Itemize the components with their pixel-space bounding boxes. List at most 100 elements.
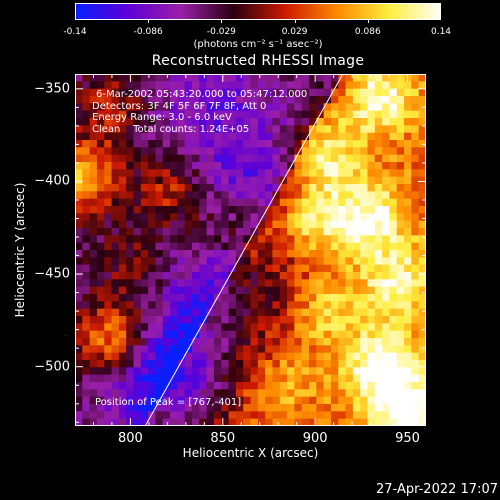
- heatmap-cell: [287, 360, 295, 368]
- heatmap-cell: [338, 308, 347, 317]
- heatmap-cell: [148, 374, 157, 383]
- heatmap-cell: [162, 169, 171, 178]
- heatmap-cell: [404, 272, 412, 280]
- heatmap-cell: [330, 169, 339, 178]
- heatmap-cell: [221, 345, 230, 354]
- heatmap-cell: [294, 228, 303, 236]
- heatmap-cell: [133, 81, 142, 90]
- heatmap-cell: [418, 404, 426, 412]
- heatmap-cell: [338, 250, 347, 258]
- heatmap-cell: [301, 367, 310, 376]
- heatmap-cell: [118, 198, 127, 207]
- heatmap-cell: [75, 176, 83, 185]
- heatmap-cell: [206, 235, 215, 244]
- heatmap-cell: [96, 242, 105, 251]
- heatmap-cell: [140, 169, 149, 178]
- heatmap-cell: [323, 206, 332, 214]
- heatmap-cell: [89, 374, 98, 383]
- heatmap-cell: [177, 323, 186, 332]
- heatmap-cell: [265, 88, 274, 97]
- heatmap-cell: [309, 308, 317, 317]
- heatmap-cell: [118, 169, 127, 178]
- heatmap-cell: [250, 103, 259, 112]
- heatmap-cell: [199, 132, 208, 141]
- heatmap-cell: [396, 242, 405, 251]
- heatmap-cell: [170, 272, 178, 280]
- heatmap-cell: [140, 162, 149, 170]
- heatmap-cell: [396, 118, 405, 126]
- heatmap-cell: [199, 242, 208, 251]
- heatmap-cell: [272, 389, 281, 398]
- heatmap-cell: [411, 103, 420, 112]
- heatmap-cell: [360, 330, 369, 339]
- heatmap-cell: [170, 242, 178, 251]
- heatmap-cell: [367, 125, 376, 134]
- heatmap-cell: [228, 184, 237, 192]
- heatmap-cell: [170, 235, 178, 244]
- heatmap-cell: [279, 206, 288, 214]
- heatmap-cell: [199, 404, 208, 412]
- heatmap-cell: [404, 125, 412, 134]
- heatmap-cell: [279, 264, 288, 273]
- heatmap-cell: [301, 411, 310, 420]
- heatmap-cell: [316, 396, 325, 405]
- heatmap-cell: [243, 360, 252, 368]
- heatmap-cell: [367, 191, 376, 200]
- heatmap-cell: [330, 176, 339, 185]
- heatmap-cell: [250, 411, 259, 420]
- heatmap-cell: [411, 235, 420, 244]
- heatmap-cell: [148, 367, 157, 376]
- heatmap-cell: [228, 96, 237, 104]
- heatmap-cell: [213, 81, 222, 90]
- heatmap-cell: [265, 74, 274, 82]
- heatmap-cell: [140, 316, 149, 324]
- heatmap-cell: [170, 396, 178, 405]
- heatmap-cell: [162, 396, 171, 405]
- heatmap-cell: [382, 279, 391, 288]
- heatmap-cell: [170, 162, 178, 170]
- heatmap-cell: [367, 418, 376, 426]
- heatmap-cell: [257, 323, 266, 332]
- heatmap-cell: [279, 118, 288, 126]
- heatmap-cell: [294, 352, 303, 361]
- heatmap-cell: [140, 235, 149, 244]
- heatmap-cell: [294, 338, 303, 346]
- heatmap-cell: [294, 176, 303, 185]
- heatmap-cell: [118, 404, 127, 412]
- heatmap-cell: [155, 235, 164, 244]
- heatmap-cell: [148, 147, 157, 156]
- heatmap-cell: [404, 140, 412, 148]
- heatmap-cell: [82, 81, 91, 90]
- heatmap-cell: [294, 220, 303, 229]
- heatmap-cell: [316, 272, 325, 280]
- heatmap-cell: [404, 213, 412, 222]
- heatmap-cell: [257, 418, 266, 426]
- heatmap-cell: [126, 279, 135, 288]
- heatmap-cell: [148, 264, 157, 273]
- heatmap-cell: [118, 162, 127, 170]
- heatmap-cell: [367, 147, 376, 156]
- heatmap-cell: [382, 360, 391, 368]
- heatmap-cell: [243, 330, 252, 339]
- heatmap-cell: [360, 74, 369, 82]
- heatmap-cell: [309, 74, 317, 82]
- heatmap-cell: [404, 184, 412, 192]
- heatmap-cell: [148, 345, 157, 354]
- heatmap-cell: [301, 418, 310, 426]
- heatmap-cell: [389, 147, 398, 156]
- heatmap-cell: [330, 316, 339, 324]
- heatmap-cell: [96, 374, 105, 383]
- heatmap-cell: [184, 250, 193, 258]
- heatmap-cell: [199, 140, 208, 148]
- heatmap-cell: [330, 360, 339, 368]
- heatmap-cell: [396, 147, 405, 156]
- heatmap-cell: [148, 294, 157, 302]
- heatmap-cell: [411, 88, 420, 97]
- heatmap-cell: [338, 213, 347, 222]
- heatmap-cell: [338, 418, 347, 426]
- heatmap-cell: [126, 264, 135, 273]
- heatmap-cell: [96, 176, 105, 185]
- heatmap-cell: [177, 154, 186, 163]
- heatmap-cell: [367, 367, 376, 376]
- heatmap-cell: [206, 110, 215, 119]
